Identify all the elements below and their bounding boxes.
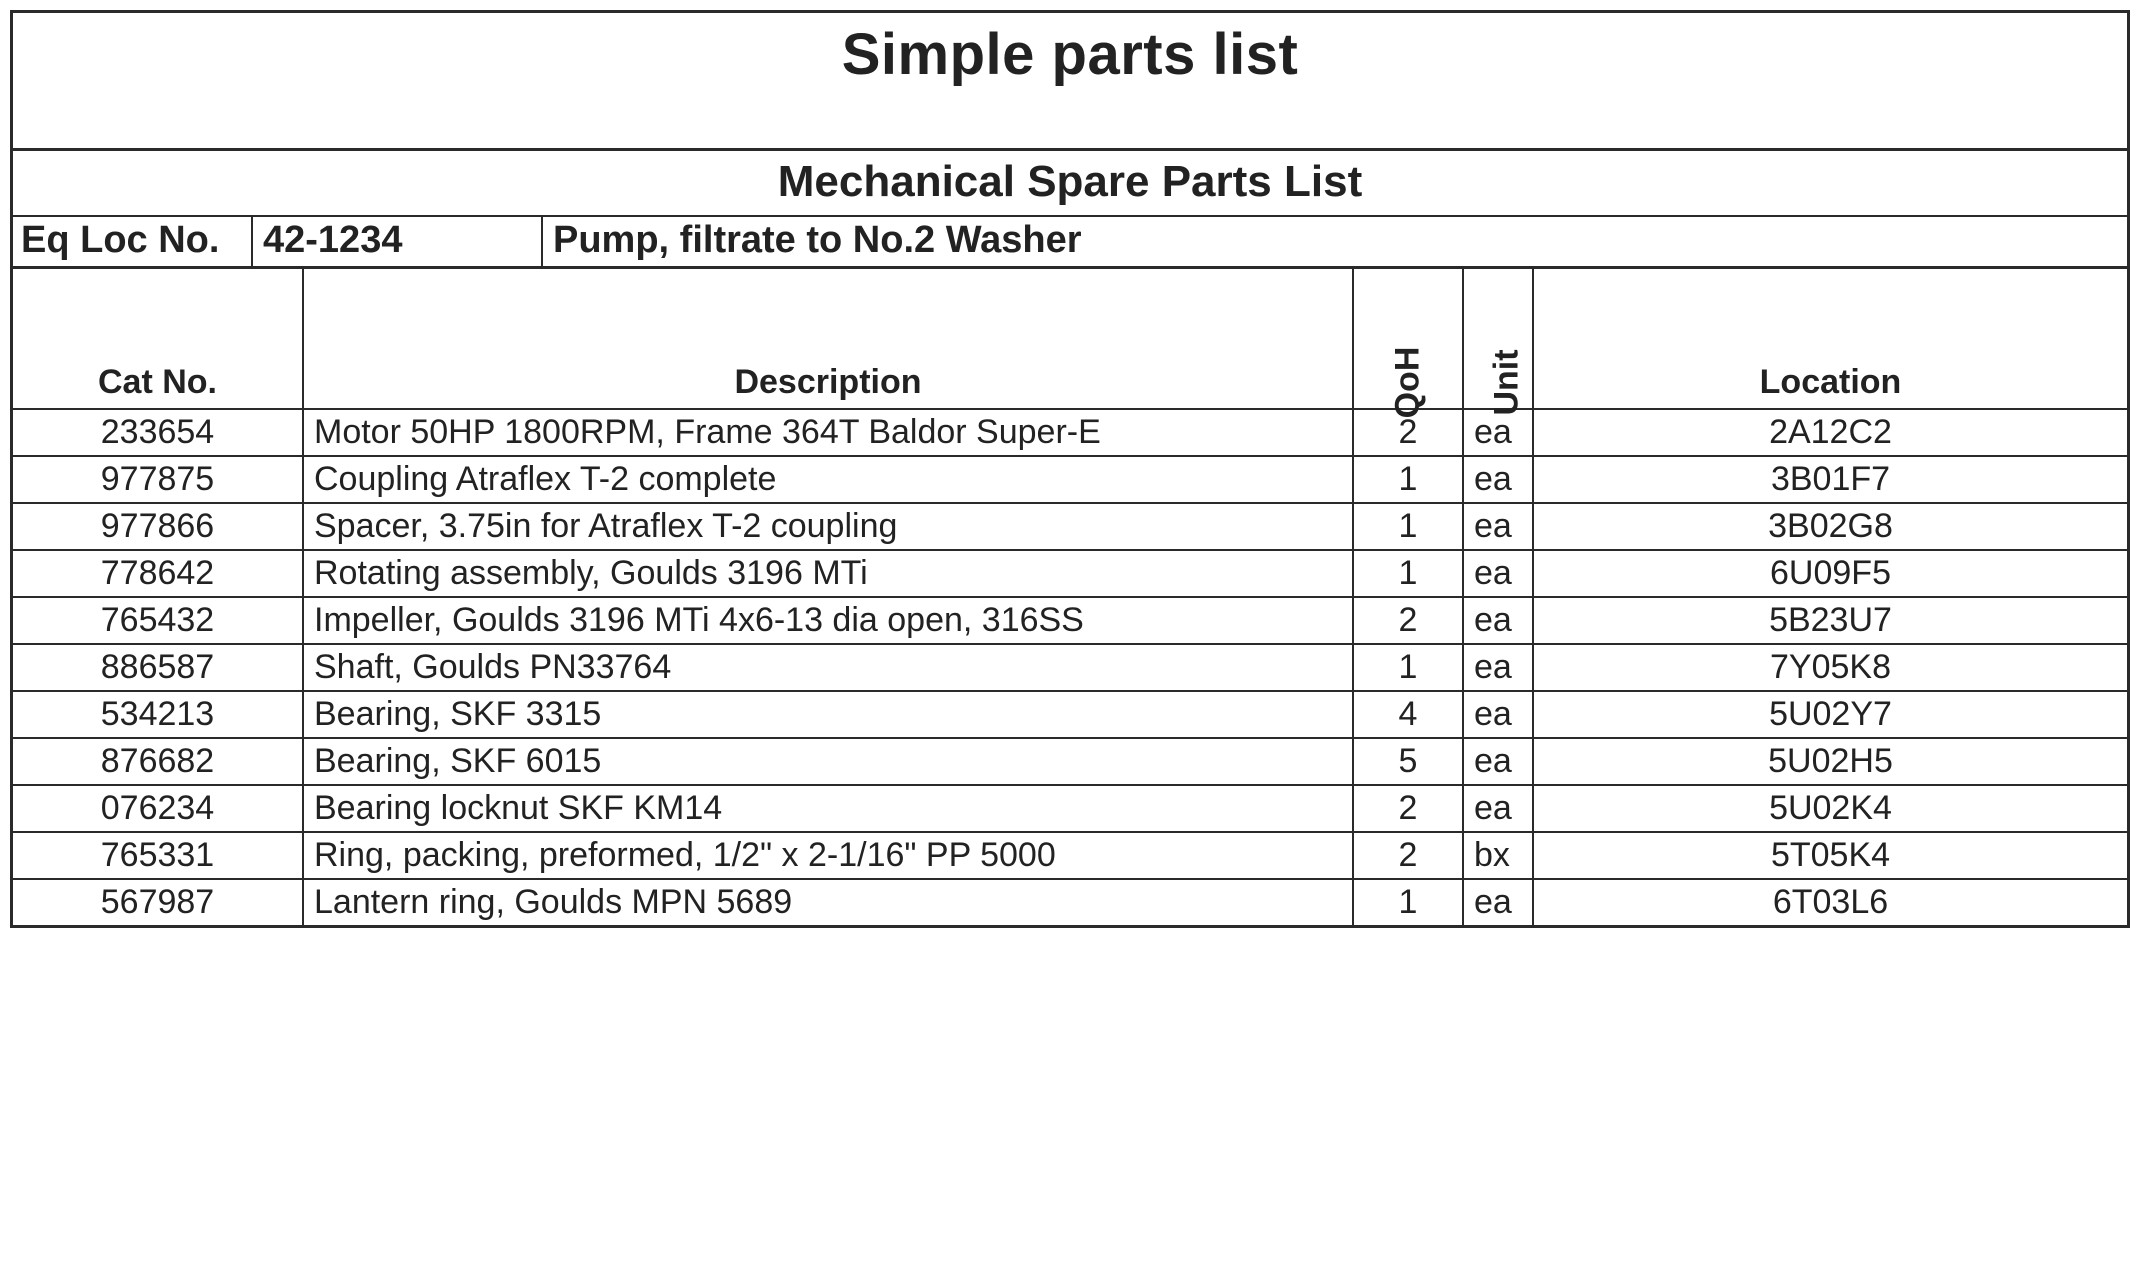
cell-qoh: 5 — [1353, 738, 1463, 785]
cell-cat: 567987 — [13, 879, 303, 925]
parts-table-body: 233654Motor 50HP 1800RPM, Frame 364T Bal… — [13, 409, 2127, 925]
table-row: 886587Shaft, Goulds PN337641ea7Y05K8 — [13, 644, 2127, 691]
cell-qoh: 1 — [1353, 456, 1463, 503]
cell-unit: ea — [1463, 597, 1533, 644]
cell-cat: 765432 — [13, 597, 303, 644]
col-header-desc: Description — [303, 269, 1353, 409]
cell-cat: 765331 — [13, 832, 303, 879]
cell-desc: Shaft, Goulds PN33764 — [303, 644, 1353, 691]
cell-unit: ea — [1463, 550, 1533, 597]
col-header-qoh: QoH — [1353, 269, 1463, 409]
cell-unit: ea — [1463, 879, 1533, 925]
equipment-label: Eq Loc No. — [13, 217, 253, 266]
equipment-number: 42-1234 — [253, 217, 543, 266]
col-header-unit: Unit — [1463, 269, 1533, 409]
cell-qoh: 2 — [1353, 597, 1463, 644]
table-row: 567987Lantern ring, Goulds MPN 56891ea6T… — [13, 879, 2127, 925]
cell-loc: 3B01F7 — [1533, 456, 2127, 503]
table-header-row: Cat No. Description QoH Unit Location — [13, 269, 2127, 409]
cell-desc: Coupling Atraflex T-2 complete — [303, 456, 1353, 503]
table-row: 765331Ring, packing, preformed, 1/2" x 2… — [13, 832, 2127, 879]
cell-unit: ea — [1463, 785, 1533, 832]
cell-loc: 5U02H5 — [1533, 738, 2127, 785]
cell-cat: 076234 — [13, 785, 303, 832]
cell-desc: Spacer, 3.75in for Atraflex T-2 coupling — [303, 503, 1353, 550]
cell-loc: 2A12C2 — [1533, 409, 2127, 456]
col-header-loc: Location — [1533, 269, 2127, 409]
cell-cat: 778642 — [13, 550, 303, 597]
cell-loc: 6U09F5 — [1533, 550, 2127, 597]
cell-cat: 977866 — [13, 503, 303, 550]
equipment-description: Pump, filtrate to No.2 Washer — [543, 217, 2127, 266]
cell-cat: 886587 — [13, 644, 303, 691]
page-title: Simple parts list — [13, 13, 2127, 151]
parts-sheet: Simple parts list Mechanical Spare Parts… — [10, 10, 2130, 928]
cell-loc: 5U02Y7 — [1533, 691, 2127, 738]
cell-desc: Ring, packing, preformed, 1/2" x 2-1/16"… — [303, 832, 1353, 879]
col-header-qoh-label: QoH — [1389, 347, 1428, 419]
cell-unit: ea — [1463, 738, 1533, 785]
cell-loc: 5T05K4 — [1533, 832, 2127, 879]
cell-qoh: 1 — [1353, 550, 1463, 597]
section-title: Mechanical Spare Parts List — [13, 151, 2127, 217]
cell-desc: Rotating assembly, Goulds 3196 MTi — [303, 550, 1353, 597]
cell-desc: Bearing locknut SKF KM14 — [303, 785, 1353, 832]
cell-cat: 977875 — [13, 456, 303, 503]
cell-cat: 876682 — [13, 738, 303, 785]
table-row: 876682Bearing, SKF 60155ea5U02H5 — [13, 738, 2127, 785]
table-row: 534213Bearing, SKF 33154ea5U02Y7 — [13, 691, 2127, 738]
cell-unit: ea — [1463, 644, 1533, 691]
cell-loc: 6T03L6 — [1533, 879, 2127, 925]
cell-desc: Motor 50HP 1800RPM, Frame 364T Baldor Su… — [303, 409, 1353, 456]
cell-desc: Lantern ring, Goulds MPN 5689 — [303, 879, 1353, 925]
cell-cat: 534213 — [13, 691, 303, 738]
cell-unit: ea — [1463, 409, 1533, 456]
table-row: 778642Rotating assembly, Goulds 3196 MTi… — [13, 550, 2127, 597]
cell-qoh: 4 — [1353, 691, 1463, 738]
table-row: 233654Motor 50HP 1800RPM, Frame 364T Bal… — [13, 409, 2127, 456]
cell-qoh: 2 — [1353, 785, 1463, 832]
cell-desc: Bearing, SKF 6015 — [303, 738, 1353, 785]
cell-qoh: 1 — [1353, 644, 1463, 691]
col-header-unit-label: Unit — [1488, 349, 1527, 415]
cell-unit: ea — [1463, 456, 1533, 503]
cell-unit: ea — [1463, 503, 1533, 550]
cell-loc: 5B23U7 — [1533, 597, 2127, 644]
equipment-row: Eq Loc No. 42-1234 Pump, filtrate to No.… — [13, 217, 2127, 269]
table-row: 765432Impeller, Goulds 3196 MTi 4x6-13 d… — [13, 597, 2127, 644]
col-header-cat: Cat No. — [13, 269, 303, 409]
cell-loc: 7Y05K8 — [1533, 644, 2127, 691]
table-row: 977866Spacer, 3.75in for Atraflex T-2 co… — [13, 503, 2127, 550]
cell-cat: 233654 — [13, 409, 303, 456]
cell-unit: ea — [1463, 691, 1533, 738]
cell-desc: Bearing, SKF 3315 — [303, 691, 1353, 738]
parts-table: Cat No. Description QoH Unit Location 23… — [13, 269, 2127, 925]
cell-loc: 3B02G8 — [1533, 503, 2127, 550]
cell-unit: bx — [1463, 832, 1533, 879]
table-row: 977875Coupling Atraflex T-2 complete1ea3… — [13, 456, 2127, 503]
cell-desc: Impeller, Goulds 3196 MTi 4x6-13 dia ope… — [303, 597, 1353, 644]
cell-loc: 5U02K4 — [1533, 785, 2127, 832]
cell-qoh: 2 — [1353, 832, 1463, 879]
table-row: 076234Bearing locknut SKF KM142ea5U02K4 — [13, 785, 2127, 832]
cell-qoh: 1 — [1353, 503, 1463, 550]
cell-qoh: 1 — [1353, 879, 1463, 925]
